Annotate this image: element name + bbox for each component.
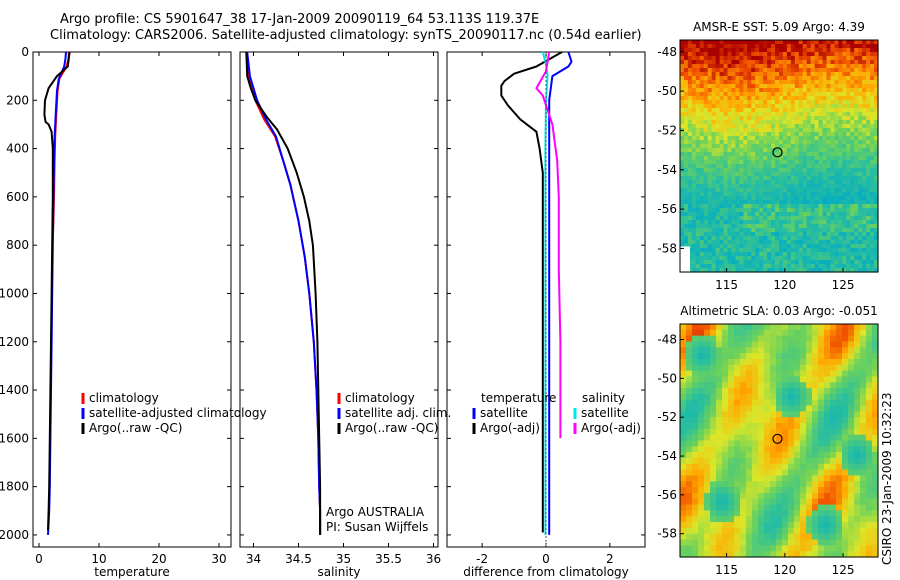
temperature-xtick-label: 10	[91, 552, 106, 566]
sst-map-argo-marker	[772, 147, 783, 158]
sla-map-xtick-label: 120	[773, 563, 796, 577]
salinity-xtick-label: 35.5	[375, 552, 402, 566]
depth-tick-label: 0	[21, 45, 29, 59]
sla-map-xtick-label: 125	[832, 563, 855, 577]
diff-legend-sal-satellite-label: satellite	[581, 406, 629, 420]
depth-tick-label: 600	[6, 190, 29, 204]
salinity-series-satellite-adj-clim-	[246, 51, 322, 535]
depth-tick-label: 800	[6, 238, 29, 252]
sst-map-ytick-label: -54	[657, 163, 677, 177]
sla-map-ytick-label: -52	[657, 410, 677, 424]
salinity-xtick-label: 36	[426, 552, 441, 566]
temperature-series-argo-raw-qc-	[43, 51, 71, 531]
sla-map-frame	[679, 323, 879, 558]
sal-legend-item-label: Argo(..raw -QC)	[345, 421, 438, 435]
diff-legend-sal-argo-label: Argo(-adj)	[581, 421, 641, 435]
depth-tick-label: 1200	[0, 335, 29, 349]
difference-xtick-label: -2	[476, 552, 488, 566]
sst-map-title: AMSR-E SST: 5.09 Argo: 4.39	[693, 20, 865, 34]
sst-map-xtick-label: 115	[715, 278, 738, 292]
temperature-xtick-label: 0	[35, 552, 43, 566]
temp-legend-item-label: Argo(..raw -QC)	[89, 421, 182, 435]
diff-legend-temperature-header: temperature	[481, 391, 556, 405]
temp-legend-item-label: climatology	[89, 391, 159, 405]
difference-xtick-label: 2	[606, 552, 614, 566]
depth-tick-label: 2000	[0, 528, 29, 542]
sla-map-field	[680, 324, 879, 558]
sst-map-field	[680, 40, 879, 273]
temperature-axis-label: temperature	[94, 565, 169, 579]
depth-tick-label: 1000	[0, 286, 29, 300]
sst-land-mask	[680, 246, 690, 272]
salinity-series-argo-raw-qc-	[245, 51, 322, 535]
salinity-axis-label: salinity	[317, 565, 360, 579]
diff-legend-temp-satellite-label: satellite	[480, 406, 528, 420]
sla-map-xtick-label: 115	[715, 563, 738, 577]
csiro-timestamp: CSIRO 23-Jan-2009 10:32:23	[880, 392, 894, 565]
sst-map-ytick-label: -58	[657, 241, 677, 255]
sst-map-ytick-label: -56	[657, 202, 677, 216]
sla-map-title: Altimetric SLA: 0.03 Argo: -0.051	[680, 304, 877, 318]
sst-map-xtick-label: 125	[832, 278, 855, 292]
sla-map-argo-marker	[772, 433, 783, 444]
depth-tick-label: 1800	[0, 480, 29, 494]
difference-series-temperature-satellite	[548, 51, 573, 535]
temperature-xtick-label: 30	[211, 552, 226, 566]
difference-series-temperature-argo-adj-	[500, 51, 563, 533]
sst-map-xtick-label: 120	[773, 278, 796, 292]
salinity-xtick-label: 34.5	[285, 552, 312, 566]
depth-tick-label: 400	[6, 142, 29, 156]
temperature-xtick-label: 20	[151, 552, 166, 566]
figure-title-line-2: Climatology: CARS2006. Satellite-adjuste…	[50, 28, 642, 43]
figure-title-line-1: Argo profile: CS 5901647_38 17-Jan-2009 …	[60, 12, 540, 27]
salinity-plot-frame	[239, 51, 439, 548]
depth-tick-label: 1400	[0, 383, 29, 397]
pi-label: PI: Susan Wijffels	[326, 520, 428, 534]
depth-tick-label: 200	[6, 93, 29, 107]
difference-series-salinity-argo-adj-	[535, 51, 562, 439]
temp-legend-item-label: satellite-adjusted climatology	[89, 406, 267, 420]
sst-map-ytick-label: -48	[657, 45, 677, 59]
salinity-xtick-label: 34	[246, 552, 261, 566]
sla-map-ytick-label: -54	[657, 449, 677, 463]
diff-legend-temp-argo-label: Argo(-adj)	[480, 421, 540, 435]
sla-map-ytick-label: -56	[657, 488, 677, 502]
sla-map-ytick-label: -50	[657, 371, 677, 385]
sst-map-ytick-label: -50	[657, 84, 677, 98]
diff-legend-salinity-header: salinity	[582, 391, 625, 405]
difference-xtick-label: 0	[542, 552, 550, 566]
argo-australia-label: Argo AUSTRALIA	[326, 505, 425, 519]
sst-map-frame	[679, 39, 879, 273]
sal-legend-item-label: satellite adj. clim.	[345, 406, 451, 420]
depth-tick-label: 1600	[0, 431, 29, 445]
difference-axis-label: difference from climatology	[463, 565, 629, 579]
temperature-plot-frame	[32, 51, 232, 548]
salinity-xtick-label: 35	[336, 552, 351, 566]
sal-legend-item-label: climatology	[345, 391, 415, 405]
sla-map-ytick-label: -58	[657, 527, 677, 541]
sst-map-ytick-label: -52	[657, 123, 677, 137]
sla-map-ytick-label: -48	[657, 333, 677, 347]
